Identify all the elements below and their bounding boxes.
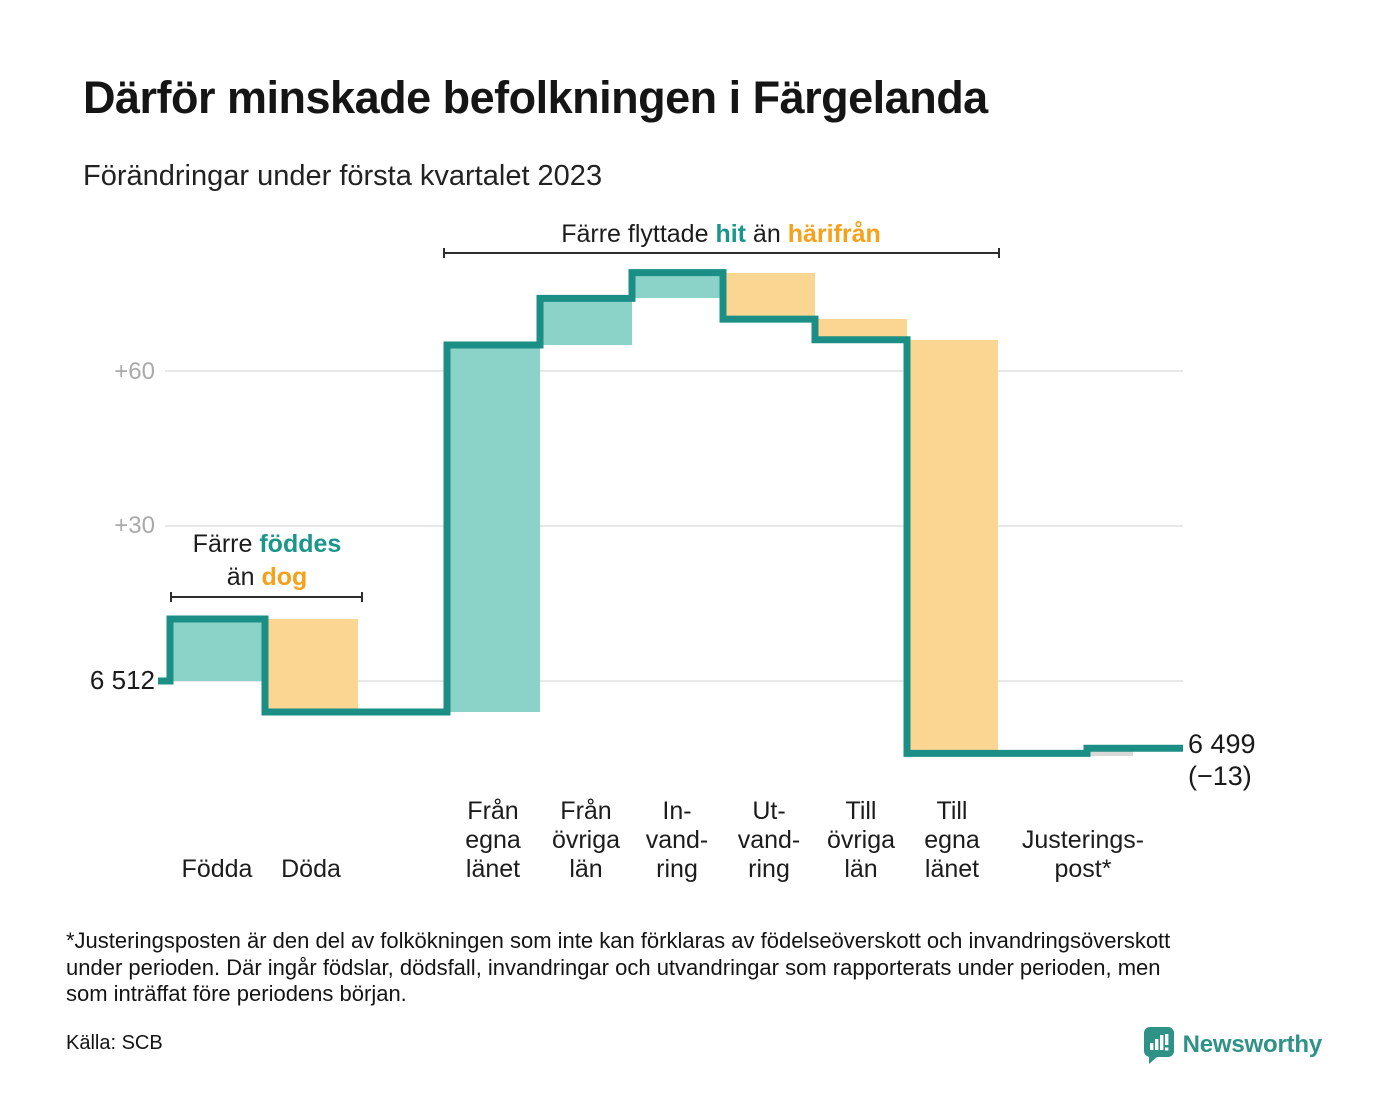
annotation-moves-highlight-orange: härifrån — [787, 220, 881, 248]
x-label-line: egna — [924, 826, 980, 854]
annotation-births-middle: än — [226, 563, 262, 591]
annotation-moves-rule — [443, 248, 1000, 258]
bar-fr-n-vriga-l-n — [540, 298, 632, 345]
x-label-line: Ut- — [752, 797, 786, 825]
x-label-f-dda: Födda — [107, 855, 327, 884]
rule-tick-right — [998, 248, 1000, 258]
annotation-moves-prefix: Färre flyttade — [561, 220, 716, 248]
x-label-line: övriga — [826, 826, 896, 854]
newsworthy-logo-icon — [1143, 1027, 1174, 1064]
x-label-line: post* — [1054, 855, 1112, 883]
bar-till-vriga-l-n — [815, 319, 907, 340]
x-label-line: egna — [465, 826, 521, 854]
bar-utvandring — [723, 272, 815, 320]
bar-till-egna-l-net — [907, 339, 998, 754]
x-label-line: länet — [465, 855, 521, 883]
x-label-fr-n-egna-l-net: Från egna länet — [383, 797, 603, 884]
annotation-moves-highlight-teal: hit — [715, 220, 746, 248]
gridline — [165, 369, 1183, 372]
x-label-line: In- — [662, 797, 692, 825]
x-label-line: Till — [936, 797, 968, 825]
annotation-moves: Färre flyttade hit än härifrån — [421, 218, 1021, 251]
rule-tick-right — [361, 592, 363, 602]
x-label-line: ring — [656, 855, 698, 883]
footnote: *Justeringsposten är den del av folkökni… — [66, 928, 1356, 1008]
footnote-line: under perioden. Där ingår födslar, dödsf… — [66, 954, 1161, 980]
x-label-till-egna-l-net: Till egna länet — [842, 797, 1062, 884]
bar-invandring — [632, 272, 723, 299]
x-label-line: Justerings- — [1021, 826, 1145, 854]
footnote-line: *Justeringsposten är den del av folkökni… — [66, 928, 1171, 953]
x-label-invandring: In-vand-ring — [567, 797, 787, 884]
rule-tick-left — [443, 248, 445, 258]
gridline — [165, 524, 1183, 527]
bar-d-da — [265, 618, 358, 712]
x-label-line: Döda — [281, 855, 341, 883]
x-label-utvandring: Ut-vand-ring — [659, 797, 879, 884]
annotation-births-prefix: Färre — [192, 530, 260, 558]
newsworthy-logo[interactable]: Newsworthy — [1143, 1026, 1322, 1064]
page-subtitle: Förändringar under första kvartalet 2023 — [83, 160, 603, 192]
bar-fr-n-egna-l-net — [447, 344, 540, 712]
y-tick-plus30: +30 — [114, 512, 155, 539]
x-label-line: län — [569, 855, 603, 883]
x-label-justeringspost: Justerings-post* — [973, 826, 1193, 884]
y-start-value: 6 512 — [89, 665, 155, 695]
x-label-line: vand- — [737, 826, 801, 854]
footnote-line: som inträffat före periodens början. — [66, 981, 407, 1006]
rule-tick-left — [170, 592, 172, 602]
end-change: (−13) — [1188, 761, 1252, 791]
x-label-line: Från — [560, 797, 612, 825]
bar-justeringspost — [1087, 748, 1133, 757]
end-value-label: 6 499 (−13) — [1188, 728, 1256, 792]
x-label-till-vriga-l-n: Till övriga län — [751, 797, 971, 884]
x-label-line: län — [844, 855, 878, 883]
annotation-births-rule — [170, 592, 363, 602]
annotation-births-highlight-teal: föddes — [259, 530, 342, 558]
x-label-line: övriga — [551, 826, 621, 854]
x-label-line: Till — [845, 797, 877, 825]
x-label-line: vand- — [645, 826, 709, 854]
annotation-moves-middle: än — [745, 220, 788, 248]
newsworthy-logo-text: Newsworthy — [1182, 1031, 1323, 1058]
page-title: Därför minskade befolkningen i Färgeland… — [83, 72, 988, 123]
bar-f-dda — [170, 618, 265, 681]
x-label-line: ring — [748, 855, 790, 883]
annotation-births: Färre föddes än dog — [167, 528, 367, 594]
x-label-line: Födda — [181, 855, 253, 883]
end-value: 6 499 — [1188, 729, 1256, 759]
x-label-fr-n-vriga-l-n: Från övriga län — [476, 797, 696, 884]
source-label: Källa: SCB — [66, 1032, 163, 1054]
y-tick-plus60: +60 — [114, 358, 155, 385]
x-label-line: Från — [467, 797, 519, 825]
x-label-line: länet — [924, 855, 980, 883]
x-label-d-da: Döda — [201, 855, 421, 884]
annotation-births-highlight-orange: dog — [261, 563, 308, 591]
